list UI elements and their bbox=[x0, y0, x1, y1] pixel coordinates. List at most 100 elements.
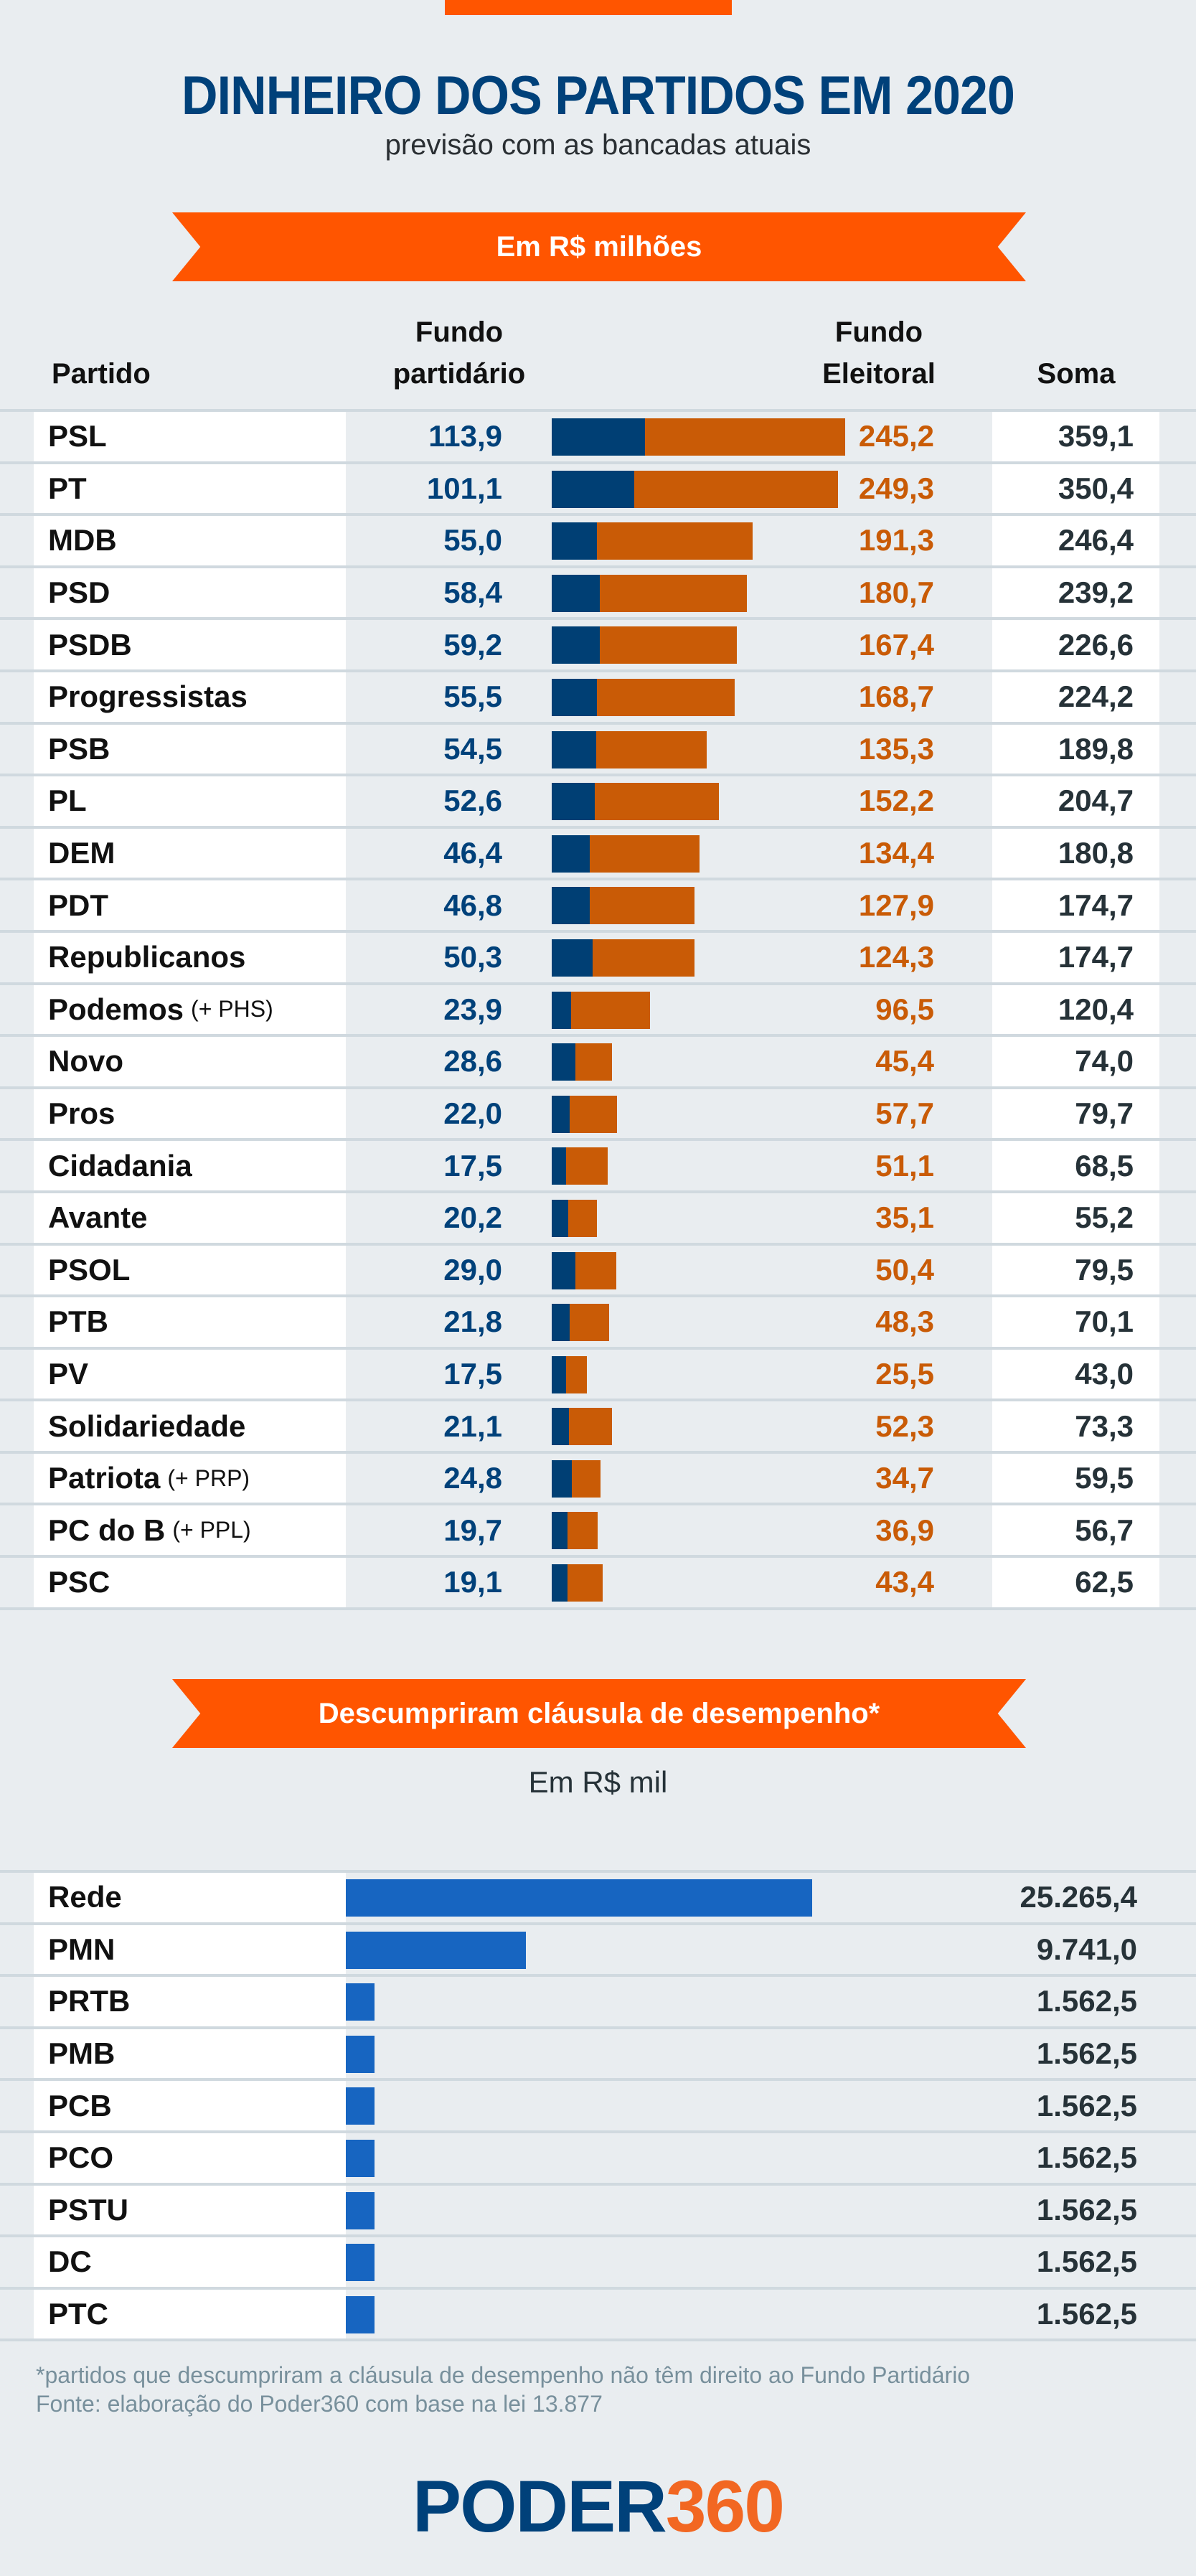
party-name: DC bbox=[48, 2244, 92, 2279]
party-name: PT bbox=[48, 471, 87, 505]
fundo-partidario-label: 21,8 bbox=[443, 1305, 502, 1339]
table-row: Podemos (+ PHS) 23,9 96,5 120,4 bbox=[0, 982, 1196, 1035]
bar-fundo-eleitoral bbox=[596, 522, 753, 560]
stacked-bar bbox=[552, 470, 839, 508]
table-row: PV 17,5 25,5 43,0 bbox=[0, 1346, 1196, 1399]
party-name: PSL bbox=[48, 419, 107, 453]
bar-fundo-partidario bbox=[552, 1304, 570, 1342]
soma-label: 74,0 bbox=[992, 1037, 1159, 1086]
soma-label: 68,5 bbox=[992, 1141, 1159, 1190]
stacked-bar bbox=[552, 1408, 612, 1446]
table-row: PSB 54,5 135,3 189,8 bbox=[0, 721, 1196, 774]
soma-label: 79,7 bbox=[992, 1089, 1159, 1139]
bar-fundo-eleitoral bbox=[575, 1251, 617, 1289]
soma-label: 174,7 bbox=[992, 932, 1159, 982]
logo-text-360: 360 bbox=[665, 2465, 785, 2547]
bar-fundo-eleitoral bbox=[594, 783, 720, 821]
fundo-partidario-label: 50,3 bbox=[443, 940, 502, 974]
fundo-partidario-label: 19,1 bbox=[443, 1565, 502, 1599]
party-name-cell: PCB bbox=[34, 2081, 346, 2130]
fundo-partidario-label: 17,5 bbox=[443, 1356, 502, 1391]
value-label: 1.562,5 bbox=[1036, 1984, 1137, 2018]
value-label: 1.562,5 bbox=[1036, 2036, 1137, 2071]
fundo-eleitoral-label: 127,9 bbox=[858, 888, 934, 922]
stacked-bar bbox=[552, 991, 651, 1029]
soma-label: 73,3 bbox=[992, 1401, 1159, 1451]
party-name: PRTB bbox=[48, 1984, 131, 2018]
fundo-eleitoral-label: 57,7 bbox=[875, 1096, 934, 1131]
party-name: PSTU bbox=[48, 2192, 129, 2227]
fundo-eleitoral-label: 124,3 bbox=[858, 940, 934, 974]
bar-clausula-value bbox=[346, 2295, 375, 2333]
party-name: PMN bbox=[48, 1932, 116, 1966]
table-row: PMN 9.741,0 bbox=[0, 1922, 1196, 1975]
party-name-cell: PSDB bbox=[34, 620, 346, 669]
value-label: 1.562,5 bbox=[1036, 2297, 1137, 2331]
party-name: Republicanos bbox=[48, 940, 246, 974]
soma-label: 79,5 bbox=[992, 1245, 1159, 1295]
bar-fundo-partidario bbox=[552, 730, 597, 768]
party-name: Podemos bbox=[48, 992, 184, 1026]
party-name: PSC bbox=[48, 1565, 110, 1599]
bar-clausula-value bbox=[346, 2139, 375, 2177]
party-name: PTB bbox=[48, 1305, 108, 1339]
bar-fundo-eleitoral bbox=[589, 835, 700, 873]
bar-fundo-eleitoral bbox=[569, 1304, 609, 1342]
party-name: PSDB bbox=[48, 627, 132, 662]
party-name-cell: Podemos (+ PHS) bbox=[34, 984, 346, 1035]
party-name: PV bbox=[48, 1356, 89, 1391]
stacked-bar bbox=[552, 730, 707, 768]
section2-ribbon: Descumpriram cláusula de desempenho* bbox=[172, 1679, 1026, 1748]
party-merge-note: (+ PHS) bbox=[191, 996, 273, 1023]
bar-fundo-partidario bbox=[552, 835, 590, 873]
fundo-eleitoral-label: 52,3 bbox=[875, 1409, 934, 1443]
value-label: 1.562,5 bbox=[1036, 2244, 1137, 2279]
footnote-source: Fonte: elaboração do Poder360 com base n… bbox=[36, 2391, 603, 2417]
party-name-cell: PMB bbox=[34, 2029, 346, 2079]
stacked-bar bbox=[552, 939, 694, 977]
value-label: 1.562,5 bbox=[1036, 2140, 1137, 2175]
party-name-cell: PMN bbox=[34, 1924, 346, 1975]
fundo-partidario-label: 24,8 bbox=[443, 1461, 502, 1495]
party-name: Progressistas bbox=[48, 680, 248, 714]
table-row: DC 1.562,5 bbox=[0, 2234, 1196, 2287]
soma-label: 224,2 bbox=[992, 672, 1159, 722]
table-row: Rede 25.265,4 bbox=[0, 1870, 1196, 1922]
top-accent-bar bbox=[445, 0, 732, 15]
fundo-partidario-label: 59,2 bbox=[443, 627, 502, 662]
party-name: PL bbox=[48, 784, 87, 818]
party-name-cell: PSD bbox=[34, 568, 346, 618]
bar-fundo-partidario bbox=[552, 1512, 568, 1550]
party-name: PCB bbox=[48, 2088, 112, 2123]
fundo-partidario-label: 46,4 bbox=[443, 836, 502, 870]
bar-fundo-eleitoral bbox=[568, 1199, 597, 1237]
party-name-cell: PRTB bbox=[34, 1977, 346, 2026]
stacked-bar bbox=[552, 1459, 601, 1498]
section1-ribbon: Em R$ milhões bbox=[172, 212, 1026, 281]
bar-fundo-partidario bbox=[552, 1408, 570, 1446]
bar-clausula-value bbox=[346, 1931, 526, 1969]
bar-fundo-partidario bbox=[552, 418, 645, 456]
stacked-bar bbox=[552, 522, 753, 560]
funds-table: PSL 113,9 245,2 359,1 PT 101,1 249,3 350,4 MDB 55… bbox=[0, 409, 1196, 1610]
fundo-eleitoral-label: 51,1 bbox=[875, 1148, 934, 1183]
bar-fundo-partidario bbox=[552, 1095, 570, 1133]
table-row: PCB 1.562,5 bbox=[0, 2078, 1196, 2130]
stacked-bar bbox=[552, 1251, 617, 1289]
bar-fundo-eleitoral bbox=[600, 626, 738, 664]
table-row: MDB 55,0 191,3 246,4 bbox=[0, 513, 1196, 565]
stacked-bar bbox=[552, 1147, 608, 1185]
party-name-cell: DC bbox=[34, 2237, 346, 2287]
fundo-eleitoral-label: 96,5 bbox=[875, 992, 934, 1026]
fundo-eleitoral-label: 245,2 bbox=[858, 419, 934, 453]
party-name-cell: PDT bbox=[34, 880, 346, 930]
party-name-cell: PSC bbox=[34, 1558, 346, 1607]
party-name-cell: DEM bbox=[34, 828, 346, 878]
stacked-bar bbox=[552, 1512, 598, 1550]
bar-fundo-eleitoral bbox=[570, 1095, 617, 1133]
footnote-note: *partidos que descumpriram a cláusula de… bbox=[36, 2362, 971, 2388]
fundo-eleitoral-label: 180,7 bbox=[858, 575, 934, 610]
column-header-partido: Partido bbox=[52, 358, 151, 390]
column-header-fp-line1: Fundo bbox=[415, 316, 504, 348]
bar-fundo-partidario bbox=[552, 470, 635, 508]
